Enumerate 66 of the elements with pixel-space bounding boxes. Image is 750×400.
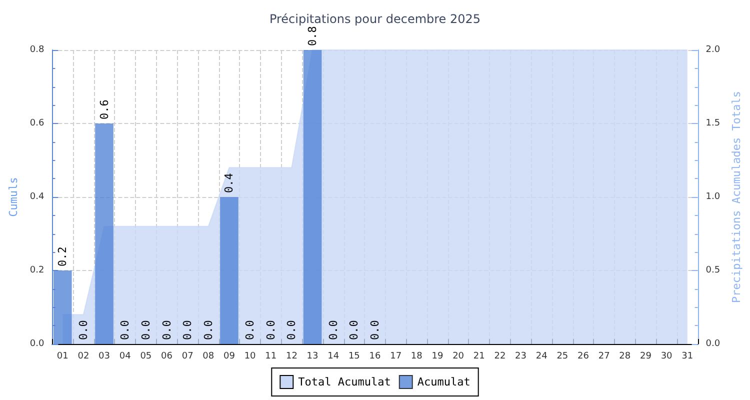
x-tick-label: 20 <box>452 352 464 362</box>
x-tick-label: 11 <box>265 352 277 362</box>
data-label: 0.0 <box>285 320 298 340</box>
x-tick-label: 31 <box>682 352 694 362</box>
data-label: 0.4 <box>222 172 236 193</box>
x-tick-label: 06 <box>161 352 173 362</box>
x-tick-label: 22 <box>494 352 506 362</box>
x-tick-label: 26 <box>578 352 590 362</box>
x-tick-label: 04 <box>119 352 132 362</box>
x-tick-label: 02 <box>78 352 90 362</box>
x-tick-label: 05 <box>140 352 152 362</box>
y-tick-label: 0.2 <box>30 266 44 276</box>
x-tick-label: 17 <box>390 352 402 362</box>
x-tick-label: 30 <box>660 352 673 362</box>
x-tick-label: 19 <box>432 352 444 362</box>
y-tick-label: 0.0 <box>30 339 44 349</box>
text: Total Acumulat <box>298 376 391 388</box>
data-label: 0.0 <box>160 320 174 340</box>
y-tick-label: 0.6 <box>30 118 44 128</box>
data-label: 0.0 <box>181 320 194 340</box>
data-label: 0.0 <box>326 320 340 340</box>
data-label: 0.6 <box>98 100 111 120</box>
x-tick-label: 01 <box>56 352 68 362</box>
y-axis-title: Cumuls <box>7 177 20 217</box>
bar <box>95 124 114 344</box>
x-tick-label: 21 <box>473 352 485 362</box>
x-tick-label: 27 <box>598 352 610 362</box>
data-label: 0.8 <box>306 26 320 46</box>
bar <box>303 50 322 344</box>
data-label: 0.0 <box>118 320 132 340</box>
y2-tick-label: 1.5 <box>706 118 720 128</box>
x-tick-label: 08 <box>202 352 214 362</box>
x-tick-label: 13 <box>306 352 318 362</box>
data-label: 0.0 <box>139 320 152 340</box>
bar <box>220 197 238 344</box>
y-tick-label: 0.4 <box>30 192 44 202</box>
data-label: 0.0 <box>202 320 215 340</box>
y2-tick-label: 1.0 <box>706 192 720 202</box>
data-label: 0.0 <box>244 320 257 340</box>
x-tick-label: 29 <box>640 352 652 362</box>
y-tick-label: 0.8 <box>30 45 44 55</box>
data-label: 0.0 <box>368 320 382 340</box>
x-tick-label: 23 <box>515 352 526 362</box>
x-tick-label: 16 <box>369 352 381 362</box>
x-tick-label: 09 <box>224 352 236 362</box>
data-label: 0.2 <box>56 246 70 266</box>
x-tick-label: 25 <box>556 352 568 362</box>
x-tick-label: 10 <box>244 352 256 362</box>
data-label: 0.0 <box>348 320 361 340</box>
legend-label: Acumulat <box>417 376 470 388</box>
x-tick-label: 18 <box>410 352 423 362</box>
x-tick-label: 28 <box>619 352 631 362</box>
bar <box>53 270 72 344</box>
y2-axis-title: Precipitations Acumulades Totals <box>730 91 743 303</box>
x-tick-label: 14 <box>328 352 340 362</box>
x-tick-label: 07 <box>182 352 194 362</box>
chart-title: Précipitations pour decembre 2025 <box>269 12 481 26</box>
y2-tick-label: 0.5 <box>706 266 720 276</box>
data-label: 0.0 <box>264 320 278 340</box>
y2-tick-label: 2.0 <box>706 45 720 55</box>
x-tick-label: 12 <box>286 352 298 362</box>
data-label: 0.0 <box>76 320 90 340</box>
y2-tick-label: 0.0 <box>706 339 720 349</box>
x-tick-label: 24 <box>536 352 548 362</box>
x-tick-label: 15 <box>348 352 360 362</box>
x-tick-label: 03 <box>98 352 110 362</box>
